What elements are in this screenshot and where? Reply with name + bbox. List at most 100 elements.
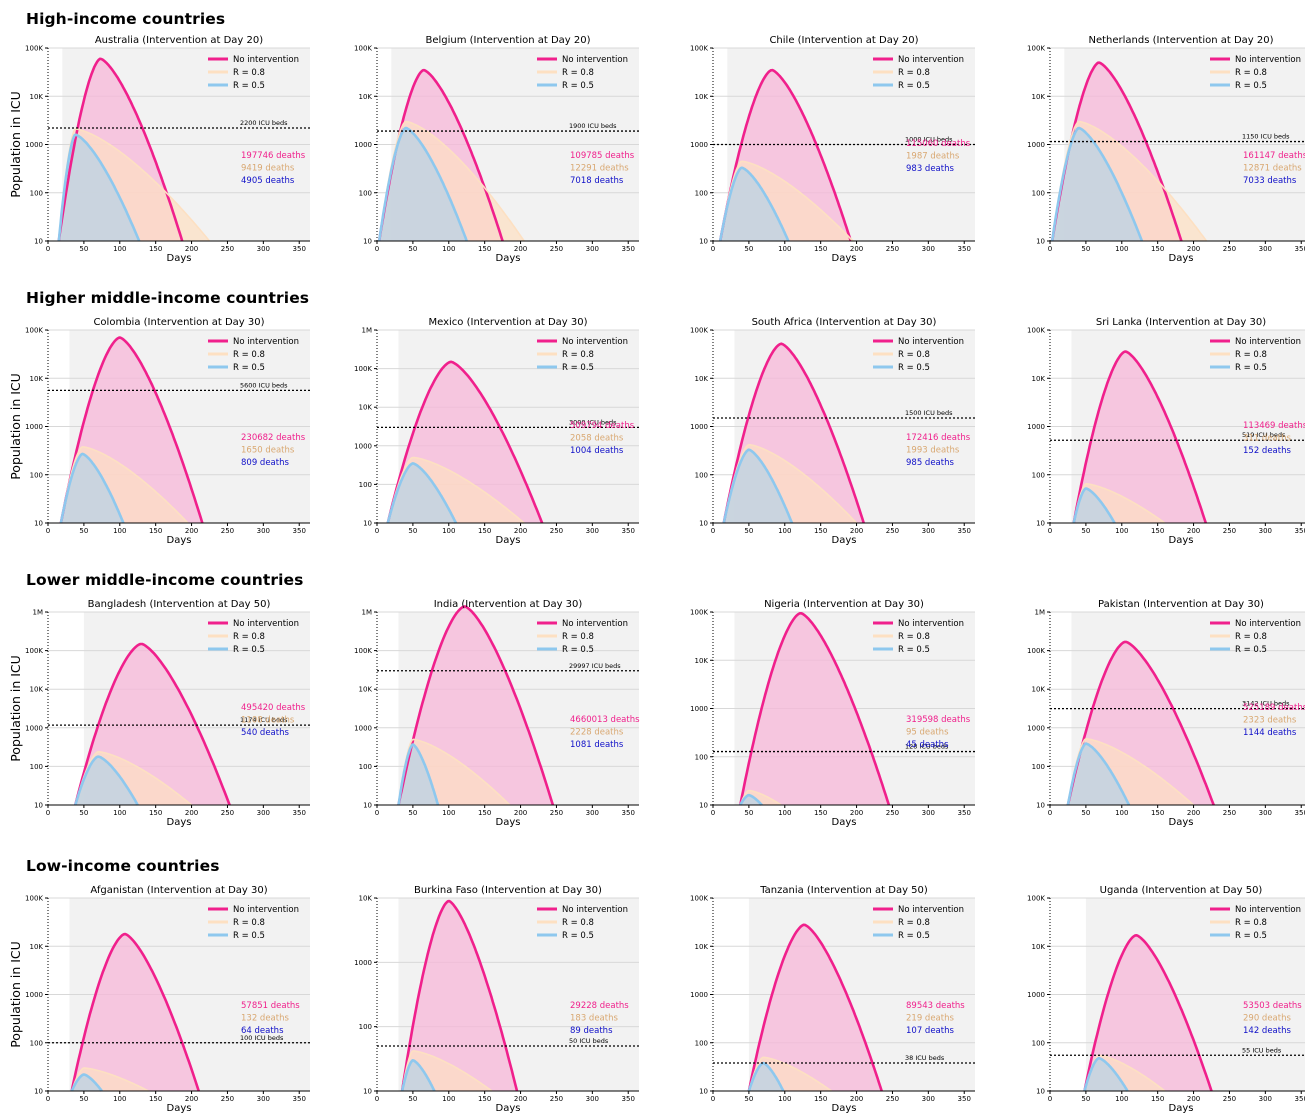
deaths-label: 12291 deaths (570, 164, 629, 174)
x-tick-label: 300 (1259, 245, 1272, 253)
chart-panel: 1150 ICU beds 10 100 1000 10K 100K 0 50 100 150 20… (1027, 35, 1305, 264)
legend-label: R = 0.5 (1235, 931, 1267, 941)
x-tick-label: 150 (149, 245, 162, 253)
x-tick-label: 250 (886, 245, 899, 253)
series-no-intervention-line (739, 612, 891, 806)
legend-label: R = 0.5 (233, 81, 265, 91)
y-tick-label: 1000 (1027, 423, 1045, 431)
chart-title: Burkina Faso (Intervention at Day 30) (414, 885, 602, 896)
deaths-label: 161147 deaths (1243, 151, 1305, 161)
chart-panel: 38 ICU beds 10 100 1000 10K 100K 0 50 100 150 200 2… (690, 885, 975, 1114)
chart-title: Chile (Intervention at Day 20) (769, 35, 918, 46)
y-tick-label: 10K (359, 93, 373, 101)
series-r05-line (718, 166, 790, 242)
y-tick-label: 100 (695, 753, 708, 761)
icu-beds-label: 55 ICU beds (1242, 1046, 1282, 1054)
deaths-label: 113469 deaths (1243, 421, 1305, 431)
deaths-label: 109785 deaths (570, 151, 635, 161)
x-tick-label: 300 (257, 527, 270, 535)
deaths-label: 509794 deaths (570, 421, 635, 431)
deaths-label: 311 deaths (1243, 434, 1291, 444)
series-r05-area (723, 449, 792, 523)
legend-label: No intervention (562, 55, 628, 65)
x-tick-label: 50 (1081, 1095, 1090, 1103)
legend-label: No intervention (1235, 905, 1301, 915)
series-r05-line (1066, 742, 1131, 806)
legend-label: R = 0.8 (233, 918, 265, 928)
series-r08-line (401, 1050, 493, 1092)
y-tick-label: 100K (690, 45, 708, 53)
x-tick-label: 100 (778, 245, 791, 253)
x-tick-label: 200 (185, 809, 198, 817)
y-tick-label: 10K (359, 895, 373, 903)
y-tick-label: 10K (695, 375, 709, 383)
y-tick-label: 10K (30, 375, 44, 383)
y-tick-label: 10K (695, 943, 709, 951)
deaths-label: 53503 deaths (1243, 1001, 1302, 1011)
x-tick-label: 50 (744, 527, 753, 535)
icu-beds-label: 1174 ICU beds (240, 716, 288, 724)
x-tick-label: 150 (478, 1095, 491, 1103)
x-tick-label: 300 (922, 245, 935, 253)
icu-beds-label: 1000 ICU beds (905, 136, 953, 144)
x-tick-label: 250 (1223, 527, 1236, 535)
series-r05-line (1083, 1056, 1129, 1092)
series-no-intervention-line (70, 932, 200, 1092)
x-tick-label: 250 (550, 527, 563, 535)
series-r05-area (1084, 1058, 1128, 1091)
x-tick-label: 300 (257, 245, 270, 253)
y-tick-label: 1000 (1027, 991, 1045, 999)
series-no-intervention-line (1066, 640, 1215, 806)
series-r05-area (60, 453, 124, 523)
deaths-label: 1108 deaths (241, 716, 295, 726)
deaths-label: 1650 deaths (241, 446, 295, 456)
series-r05-area (1052, 128, 1142, 241)
x-tick-label: 50 (79, 527, 88, 535)
legend-label: R = 0.8 (1235, 632, 1267, 642)
deaths-label: 525189 deaths (1243, 703, 1305, 713)
y-tick-label: 100K (25, 647, 43, 655)
x-axis-label: Days (167, 535, 192, 546)
deaths-label: 57851 deaths (241, 1001, 300, 1011)
deaths-label: 29228 deaths (570, 1001, 629, 1011)
series-r08-line (719, 160, 854, 242)
x-tick-label: 250 (1223, 245, 1236, 253)
x-tick-label: 200 (850, 809, 863, 817)
legend-label: R = 0.5 (898, 363, 930, 373)
y-tick-label: 100K (354, 647, 372, 655)
y-tick-label: 100 (359, 763, 372, 771)
deaths-label: 1987 deaths (906, 152, 960, 162)
icu-beds-label: 3000 ICU beds (569, 418, 617, 426)
series-r08-line (378, 120, 525, 242)
x-tick-label: 100 (113, 809, 126, 817)
deaths-label: 107 deaths (906, 1026, 954, 1036)
x-tick-label: 150 (1151, 1095, 1164, 1103)
y-tick-label: 10 (363, 802, 372, 810)
x-tick-label: 200 (850, 245, 863, 253)
y-tick-label: 100 (359, 481, 372, 489)
chart-title: Sri Lanka (Intervention at Day 30) (1096, 317, 1266, 328)
y-tick-label: 10K (695, 93, 709, 101)
series-r08-line (60, 446, 189, 524)
series-no-intervention-area (1073, 351, 1206, 523)
x-tick-label: 150 (814, 1095, 827, 1103)
x-tick-label: 0 (1048, 527, 1052, 535)
y-tick-label: 10 (1036, 520, 1045, 528)
x-tick-label: 300 (586, 1095, 599, 1103)
deaths-label: 219 deaths (906, 1014, 954, 1024)
y-tick-label: 1M (33, 609, 44, 617)
chart-panel: 2200 ICU beds 10 100 1000 10K 100K 0 50 100 150 20… (25, 35, 310, 264)
series-no-intervention-area (1084, 935, 1212, 1091)
x-tick-label: 50 (1081, 809, 1090, 817)
chart-panel: 128 ICU beds 10 100 1000 10K 100K 0 50 100 150 200… (690, 599, 975, 828)
x-axis-label: Days (832, 253, 857, 264)
deaths-label: 230682 deaths (241, 433, 306, 443)
series-r08-line (58, 128, 211, 242)
series-no-intervention-line (722, 342, 865, 524)
series-no-intervention-line (400, 899, 519, 1092)
legend-label: R = 0.5 (233, 363, 265, 373)
series-r08-line (723, 443, 858, 524)
series-r05-line (400, 1059, 436, 1092)
x-tick-label: 350 (1295, 809, 1305, 817)
legend-label: R = 0.5 (562, 645, 594, 655)
